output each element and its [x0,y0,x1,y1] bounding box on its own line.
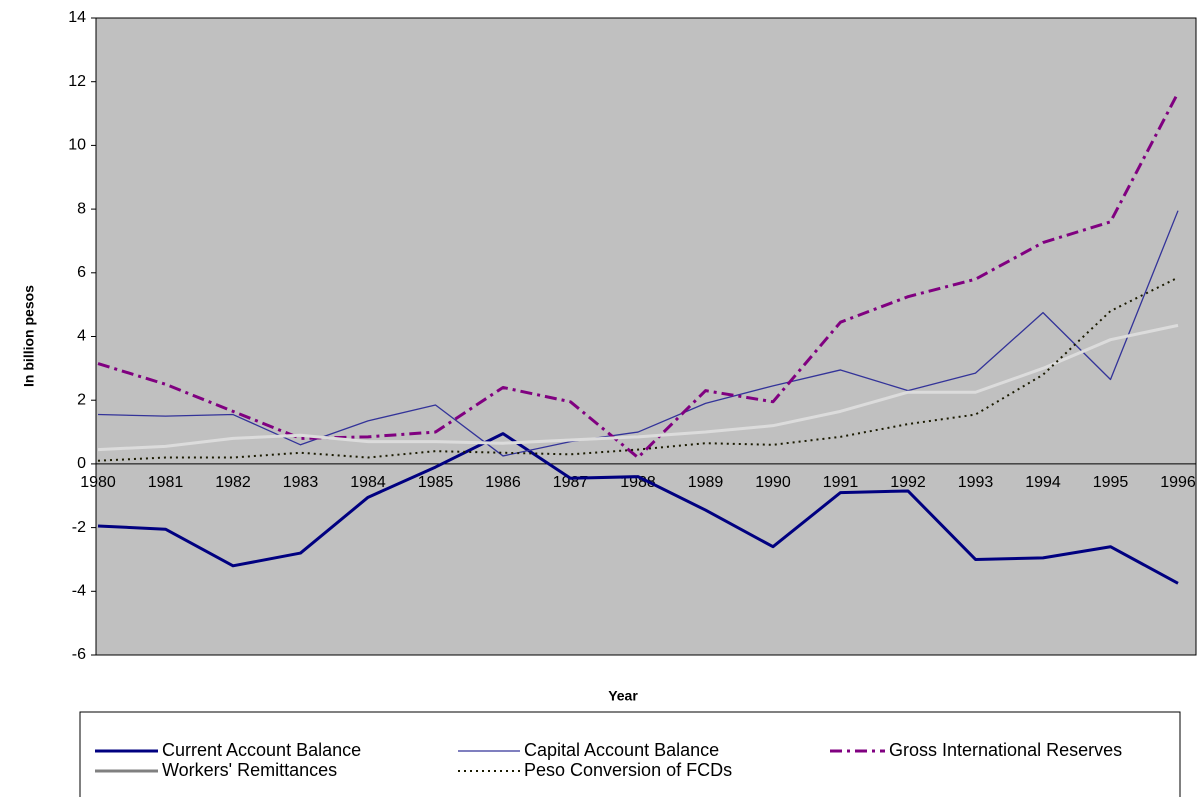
x-tick-label: 1984 [350,474,386,491]
y-tick-label: 6 [77,264,86,281]
y-tick-label: -2 [72,519,86,536]
y-tick-label: -6 [72,646,86,663]
x-tick-label: 1980 [80,474,116,491]
x-tick-label: 1981 [148,474,184,491]
x-tick-label: 1990 [755,474,791,491]
y-tick-label: 2 [77,391,86,408]
x-tick-label: 1985 [418,474,454,491]
legend-label: Workers' Remittances [162,760,337,780]
x-tick-label: 1992 [890,474,926,491]
legend-label: Current Account Balance [162,740,361,760]
x-tick-label: 1994 [1025,474,1061,491]
x-tick-label: 1988 [620,474,656,491]
y-axis-title: In billion pesos [21,285,37,387]
plot-area [95,17,1197,656]
x-axis-title: Year [608,688,638,704]
y-tick-label: 12 [68,73,86,90]
x-tick-label: 1995 [1093,474,1129,491]
y-tick-label: 4 [77,328,86,345]
y-tick-label: 14 [68,9,86,26]
data-line [97,432,1179,585]
x-tick-label: 1991 [823,474,859,491]
x-tick-label: 1989 [688,474,724,491]
legend-label: Peso Conversion of FCDs [524,760,732,780]
x-tick-label: 1983 [283,474,319,491]
y-tick-label: 8 [77,200,86,217]
x-tick-label: 1982 [215,474,251,491]
x-tick-label: 1996 [1160,474,1196,491]
data-line [97,323,1179,452]
y-tick-label: -4 [72,583,86,600]
y-tick-label: 0 [77,455,86,472]
y-tick-label: 10 [68,137,86,154]
legend-label: Gross International Reserves [889,740,1122,760]
x-tick-label: 1986 [485,474,521,491]
legend [79,711,1181,802]
legend-label: Capital Account Balance [524,740,719,760]
data-line [97,210,1179,457]
x-tick-label: 1993 [958,474,994,491]
data-line [97,276,1179,462]
